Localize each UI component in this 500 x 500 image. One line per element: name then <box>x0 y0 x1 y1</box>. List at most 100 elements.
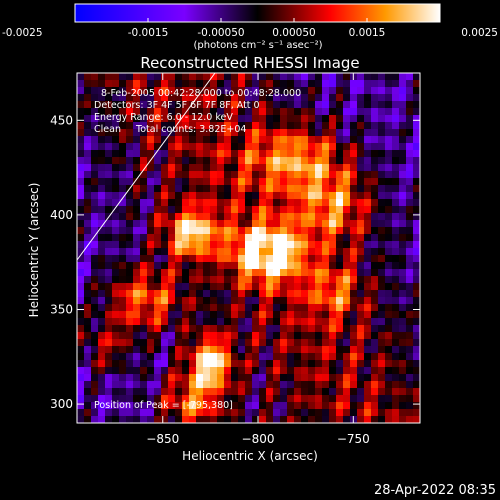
heatmap-cell <box>98 339 105 346</box>
heatmap-cell <box>406 227 413 234</box>
heatmap-cell <box>301 290 308 297</box>
heatmap-cell <box>392 129 399 136</box>
heatmap-cell <box>126 402 133 409</box>
heatmap-cell <box>273 402 280 409</box>
heatmap-cell <box>98 297 105 304</box>
heatmap-cell <box>371 129 378 136</box>
heatmap-cell <box>154 80 161 87</box>
heatmap-cell <box>168 213 175 220</box>
heatmap-cell <box>210 367 217 374</box>
heatmap-cell <box>315 206 322 213</box>
heatmap-cell <box>168 220 175 227</box>
heatmap-cell <box>210 276 217 283</box>
heatmap-cell <box>322 213 329 220</box>
heatmap-cell <box>126 353 133 360</box>
heatmap-cell <box>231 332 238 339</box>
heatmap-cell <box>154 360 161 367</box>
colorbar-tick-label: -0.0015 <box>128 27 169 39</box>
heatmap-cell <box>224 164 231 171</box>
heatmap-cell <box>77 108 84 115</box>
heatmap-cell <box>245 318 252 325</box>
heatmap-cell <box>329 227 336 234</box>
heatmap-cell <box>161 255 168 262</box>
heatmap-cell <box>210 80 217 87</box>
heatmap-cell <box>329 115 336 122</box>
heatmap-cell <box>294 143 301 150</box>
heatmap-cell <box>140 304 147 311</box>
heatmap-cell <box>126 80 133 87</box>
heatmap-cell <box>119 402 126 409</box>
heatmap-cell <box>273 248 280 255</box>
heatmap-cell <box>364 297 371 304</box>
heatmap-cell <box>224 276 231 283</box>
heatmap-cell <box>231 108 238 115</box>
heatmap-cell <box>203 297 210 304</box>
heatmap-cell <box>133 255 140 262</box>
heatmap-cell <box>315 150 322 157</box>
heatmap-cell <box>385 325 392 332</box>
heatmap-cell <box>189 416 196 423</box>
heatmap-cell <box>189 94 196 101</box>
heatmap-cell <box>140 220 147 227</box>
heatmap-cell <box>189 87 196 94</box>
heatmap-cell <box>357 311 364 318</box>
heatmap-cell <box>140 269 147 276</box>
heatmap-cell <box>77 164 84 171</box>
heatmap-cell <box>343 416 350 423</box>
heatmap-cell <box>406 115 413 122</box>
heatmap-cell <box>385 87 392 94</box>
heatmap-cell <box>315 248 322 255</box>
heatmap-cell <box>280 262 287 269</box>
heatmap-cell <box>84 367 91 374</box>
heatmap-cell <box>301 220 308 227</box>
heatmap-cell <box>385 262 392 269</box>
heatmap-cell <box>105 402 112 409</box>
heatmap-cell <box>224 409 231 416</box>
heatmap-cell <box>336 339 343 346</box>
heatmap-cell <box>364 304 371 311</box>
heatmap-cell <box>140 192 147 199</box>
heatmap-cell <box>182 269 189 276</box>
heatmap-cell <box>399 248 406 255</box>
heatmap-cell <box>238 115 245 122</box>
heatmap-cell <box>266 346 273 353</box>
heatmap-cell <box>217 192 224 199</box>
heatmap-cell <box>98 332 105 339</box>
heatmap-cell <box>252 143 259 150</box>
heatmap-cell <box>168 101 175 108</box>
heatmap-cell <box>287 136 294 143</box>
heatmap-cell <box>182 381 189 388</box>
heatmap-cell <box>161 297 168 304</box>
heatmap-cell <box>266 248 273 255</box>
heatmap-cell <box>161 73 168 80</box>
heatmap-cell <box>406 255 413 262</box>
heatmap-cell <box>133 115 140 122</box>
heatmap-cell <box>322 395 329 402</box>
heatmap-cell <box>294 367 301 374</box>
heatmap-cell <box>413 255 420 262</box>
heatmap-cell <box>217 129 224 136</box>
heatmap-cell <box>140 311 147 318</box>
heatmap-cell <box>189 276 196 283</box>
heatmap-cell <box>224 87 231 94</box>
heatmap-cell <box>413 185 420 192</box>
heatmap-cell <box>224 311 231 318</box>
colorbar-ticks: -0.0025 -0.0015 -0.00050 0.00050 0.0015 0.002… <box>2 18 498 39</box>
heatmap-cell <box>399 115 406 122</box>
heatmap-cell <box>112 234 119 241</box>
heatmap-cell <box>84 122 91 129</box>
heatmap-cell <box>217 136 224 143</box>
heatmap-cell <box>308 143 315 150</box>
heatmap-cell <box>336 213 343 220</box>
heatmap-cell <box>308 339 315 346</box>
heatmap-cell <box>238 262 245 269</box>
heatmap-cell <box>224 108 231 115</box>
heatmap-cell <box>154 206 161 213</box>
heatmap-cell <box>378 136 385 143</box>
heatmap-cell <box>364 122 371 129</box>
heatmap-cell <box>378 199 385 206</box>
heatmap-cell <box>210 248 217 255</box>
heatmap-cell <box>203 73 210 80</box>
heatmap-cell <box>329 178 336 185</box>
heatmap-cell <box>301 129 308 136</box>
